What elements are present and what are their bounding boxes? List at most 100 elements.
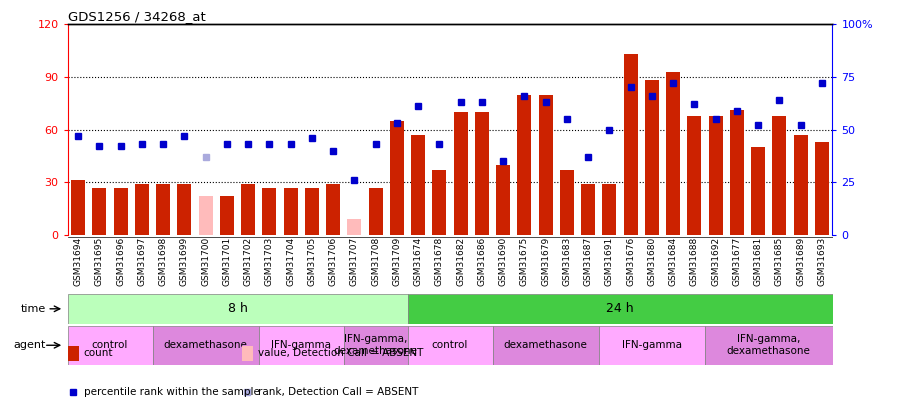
Text: GSM31693: GSM31693 xyxy=(817,237,826,286)
Text: GSM31708: GSM31708 xyxy=(371,237,380,286)
Text: GSM31681: GSM31681 xyxy=(753,237,762,286)
Bar xyxy=(752,147,765,235)
Text: value, Detection Call = ABSENT: value, Detection Call = ABSENT xyxy=(258,348,423,358)
Bar xyxy=(602,184,616,235)
Bar xyxy=(305,188,319,235)
Text: control: control xyxy=(92,340,128,350)
Bar xyxy=(93,188,106,235)
Text: GSM31675: GSM31675 xyxy=(520,237,529,286)
Bar xyxy=(772,115,787,235)
Bar xyxy=(492,326,598,364)
Text: GSM31680: GSM31680 xyxy=(647,237,656,286)
Bar xyxy=(794,135,807,235)
Text: control: control xyxy=(432,340,468,350)
Bar xyxy=(284,188,298,235)
Text: GSM31700: GSM31700 xyxy=(201,237,210,286)
Bar xyxy=(68,346,79,361)
Bar xyxy=(326,184,340,235)
Text: GSM31703: GSM31703 xyxy=(265,237,274,286)
Text: GSM31706: GSM31706 xyxy=(328,237,338,286)
Text: GSM31694: GSM31694 xyxy=(74,237,83,286)
Bar xyxy=(708,115,723,235)
Bar xyxy=(369,188,382,235)
Bar xyxy=(705,326,832,364)
Text: GSM31682: GSM31682 xyxy=(456,237,465,286)
Bar xyxy=(408,294,832,324)
Text: GSM31698: GSM31698 xyxy=(158,237,167,286)
Text: GSM31689: GSM31689 xyxy=(796,237,806,286)
Bar xyxy=(666,72,680,235)
Text: GSM31684: GSM31684 xyxy=(669,237,678,286)
Bar xyxy=(518,94,531,235)
Bar xyxy=(730,110,743,235)
Text: GSM31699: GSM31699 xyxy=(180,237,189,286)
Text: GSM31701: GSM31701 xyxy=(222,237,231,286)
Text: GSM31678: GSM31678 xyxy=(435,237,444,286)
Text: IFN-gamma: IFN-gamma xyxy=(622,340,682,350)
Text: GSM31695: GSM31695 xyxy=(94,237,104,286)
Text: rank, Detection Call = ABSENT: rank, Detection Call = ABSENT xyxy=(258,387,418,397)
Bar xyxy=(581,184,595,235)
Text: GSM31685: GSM31685 xyxy=(775,237,784,286)
Text: IFN-gamma,
dexamethasone: IFN-gamma, dexamethasone xyxy=(334,335,418,356)
Text: GDS1256 / 34268_at: GDS1256 / 34268_at xyxy=(68,10,205,23)
Text: GSM31691: GSM31691 xyxy=(605,237,614,286)
Bar xyxy=(263,188,276,235)
Text: GSM31677: GSM31677 xyxy=(733,237,742,286)
Text: IFN-gamma: IFN-gamma xyxy=(271,340,331,350)
Bar xyxy=(344,326,408,364)
Bar xyxy=(645,81,659,235)
Bar xyxy=(241,184,255,235)
Bar xyxy=(624,54,637,235)
Text: GSM31676: GSM31676 xyxy=(626,237,635,286)
Text: GSM31705: GSM31705 xyxy=(308,237,317,286)
Text: GSM31704: GSM31704 xyxy=(286,237,295,286)
Text: dexamethasone: dexamethasone xyxy=(504,340,588,350)
Bar xyxy=(113,188,128,235)
Text: GSM31692: GSM31692 xyxy=(711,237,720,286)
Text: 8 h: 8 h xyxy=(228,302,248,315)
Text: GSM31702: GSM31702 xyxy=(244,237,253,286)
Bar xyxy=(71,181,85,235)
Bar xyxy=(220,196,234,235)
Text: GSM31688: GSM31688 xyxy=(690,237,699,286)
Text: GSM31709: GSM31709 xyxy=(392,237,401,286)
Bar xyxy=(390,121,404,235)
Text: dexamethasone: dexamethasone xyxy=(164,340,248,350)
Text: percentile rank within the sample: percentile rank within the sample xyxy=(84,387,259,397)
Bar xyxy=(68,294,408,324)
Bar xyxy=(433,170,446,235)
Text: GSM31686: GSM31686 xyxy=(477,237,486,286)
Text: 24 h: 24 h xyxy=(607,302,634,315)
Text: GSM31690: GSM31690 xyxy=(499,237,508,286)
Bar xyxy=(411,135,425,235)
Text: GSM31674: GSM31674 xyxy=(414,237,423,286)
Bar xyxy=(135,184,148,235)
Bar xyxy=(598,326,705,364)
Text: GSM31683: GSM31683 xyxy=(562,237,572,286)
Text: GSM31697: GSM31697 xyxy=(138,237,147,286)
Text: GSM31707: GSM31707 xyxy=(350,237,359,286)
Bar xyxy=(259,326,344,364)
Bar xyxy=(454,112,467,235)
Text: GSM31696: GSM31696 xyxy=(116,237,125,286)
Bar xyxy=(157,184,170,235)
Bar xyxy=(152,326,259,364)
Bar xyxy=(560,170,574,235)
Text: count: count xyxy=(84,348,113,358)
Bar xyxy=(475,112,489,235)
Bar xyxy=(496,165,510,235)
Bar xyxy=(199,196,212,235)
Bar xyxy=(539,94,553,235)
Text: agent: agent xyxy=(14,340,46,350)
Text: IFN-gamma,
dexamethasone: IFN-gamma, dexamethasone xyxy=(727,335,811,356)
Bar xyxy=(177,184,192,235)
Bar xyxy=(688,115,701,235)
Bar xyxy=(408,326,492,364)
Bar xyxy=(347,219,361,235)
Bar xyxy=(815,142,829,235)
Text: GSM31687: GSM31687 xyxy=(583,237,592,286)
Bar xyxy=(242,346,254,361)
Bar xyxy=(68,326,152,364)
Text: GSM31679: GSM31679 xyxy=(541,237,550,286)
